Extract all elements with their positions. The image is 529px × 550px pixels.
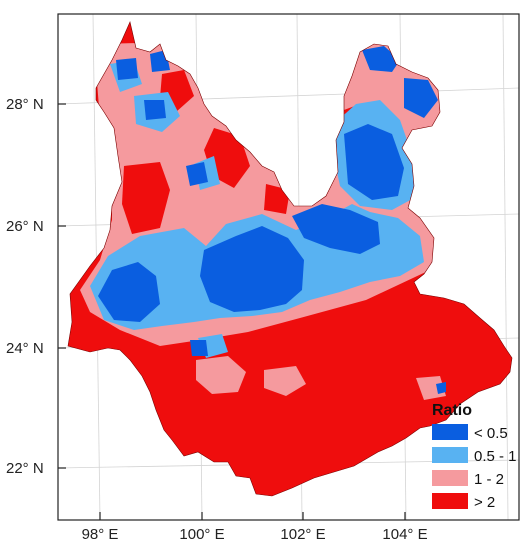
legend-label-0.5-1: 0.5 - 1 xyxy=(474,448,517,465)
region-ratio-below-0.5 xyxy=(150,50,170,72)
legend-swatch-above-2 xyxy=(432,493,468,509)
region-ratio-below-0.5 xyxy=(144,100,166,120)
legend-swatch-1-2 xyxy=(432,470,468,486)
province-regions xyxy=(68,22,512,496)
legend: Ratio < 0.5 0.5 - 1 1 - 2 > 2 xyxy=(432,402,517,511)
legend-title: Ratio xyxy=(432,402,472,419)
region-ratio-below-0.5 xyxy=(200,226,304,312)
region-ratio-below-0.5 xyxy=(116,58,138,80)
legend-label-below-0.5: < 0.5 xyxy=(474,425,508,442)
x-axis xyxy=(99,512,406,520)
region-ratio-below-0.5 xyxy=(186,162,208,186)
x-tick-label-100E: 100° E xyxy=(179,526,224,543)
region-ratio-below-0.5 xyxy=(436,382,446,394)
x-tick-label-102E: 102° E xyxy=(280,526,325,543)
region-ratio-below-0.5 xyxy=(190,340,208,356)
legend-label-above-2: > 2 xyxy=(474,494,495,511)
x-tick-label-104E: 104° E xyxy=(382,526,427,543)
legend-swatch-below-0.5 xyxy=(432,424,468,440)
region-ratio-below-0.5 xyxy=(98,262,160,322)
y-tick-label-26N: 26° N xyxy=(6,218,44,235)
y-tick-label-22N: 22° N xyxy=(6,460,44,477)
x-tick-label-98E: 98° E xyxy=(82,526,119,543)
region-ratio-above-2 xyxy=(264,184,290,214)
region-ratio-above-2 xyxy=(122,162,170,234)
region-ratio-1-2 xyxy=(416,376,446,400)
y-tick-label-28N: 28° N xyxy=(6,96,44,113)
province-outline xyxy=(67,21,513,497)
region-ratio-below-0.5 xyxy=(292,204,380,254)
map-frame-border xyxy=(57,13,520,521)
y-tick-label-24N: 24° N xyxy=(6,340,44,357)
y-axis xyxy=(58,103,66,469)
region-ratio-below-0.5 xyxy=(362,46,400,72)
region-ratio-below-0.5 xyxy=(344,124,404,200)
legend-label-1-2: 1 - 2 xyxy=(474,471,504,488)
region-ratio-below-0.5 xyxy=(404,78,438,118)
region-ratio-1-2 xyxy=(196,356,246,394)
legend-swatch-0.5-1 xyxy=(432,447,468,463)
region-ratio-1-2 xyxy=(264,366,306,396)
